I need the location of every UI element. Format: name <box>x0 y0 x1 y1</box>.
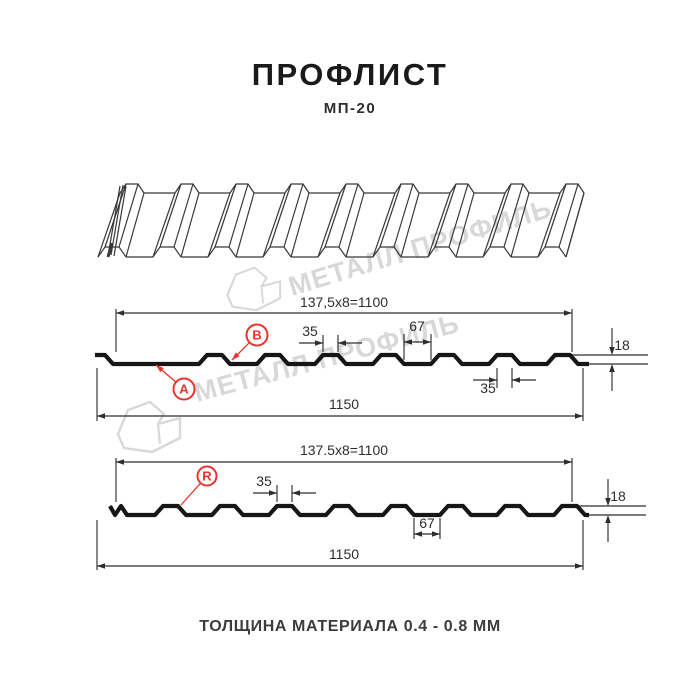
profile-section-top: 137,5x8=1100 35 67 35 1150 18 A B <box>95 294 648 421</box>
dim-text: 35 <box>302 323 318 339</box>
watermark-sheet: МЕТАЛЛ ПРОФИЛЬ <box>226 193 555 312</box>
marker-letter: B <box>252 328 261 343</box>
dim-crest-width: 35 <box>253 473 316 502</box>
page-title: ПРОФЛИСТ <box>251 57 449 92</box>
dim-pitch: 137.5x8=1100 <box>115 442 573 502</box>
dim-pitch: 137,5x8=1100 <box>115 294 573 352</box>
dim-text: 35 <box>480 380 496 396</box>
dim-height: 18 <box>571 328 648 391</box>
dim-text: 137.5x8=1100 <box>300 442 388 458</box>
dim-crest-base: 35 <box>473 368 536 396</box>
dim-text: 137,5x8=1100 <box>300 294 388 310</box>
dim-text: 35 <box>256 473 272 489</box>
dim-text: 1150 <box>329 396 359 412</box>
dim-text: 18 <box>614 337 630 353</box>
dim-overall-width: 1150 <box>96 520 584 570</box>
sheet-3d-view <box>97 183 585 258</box>
dim-crest-width: 35 <box>299 323 362 352</box>
dim-text: 18 <box>610 488 626 504</box>
metall-profil-logo-icon <box>116 400 182 454</box>
dim-text: 67 <box>409 318 425 334</box>
marker-r: R <box>180 465 218 506</box>
profile-section-bottom: 137.5x8=1100 35 67 1150 18 R <box>96 442 646 570</box>
metall-profil-logo-icon <box>226 266 282 312</box>
dim-overall-width: 1150 <box>96 368 584 421</box>
material-thickness-note: ТОЛЩИНА МАТЕРИАЛА 0.4 - 0.8 ММ <box>199 618 501 635</box>
marker-letter: R <box>202 469 212 484</box>
dim-text: 67 <box>419 515 435 531</box>
dim-height: 18 <box>578 479 646 542</box>
dim-text: 1150 <box>329 546 359 562</box>
marker-b: B <box>231 323 269 361</box>
marker-a: A <box>155 364 196 401</box>
dim-valley-width: 67 <box>403 318 432 360</box>
marker-letter: A <box>179 382 189 397</box>
dim-valley-width: 67 <box>413 515 441 539</box>
page-subtitle: МП-20 <box>323 100 377 117</box>
